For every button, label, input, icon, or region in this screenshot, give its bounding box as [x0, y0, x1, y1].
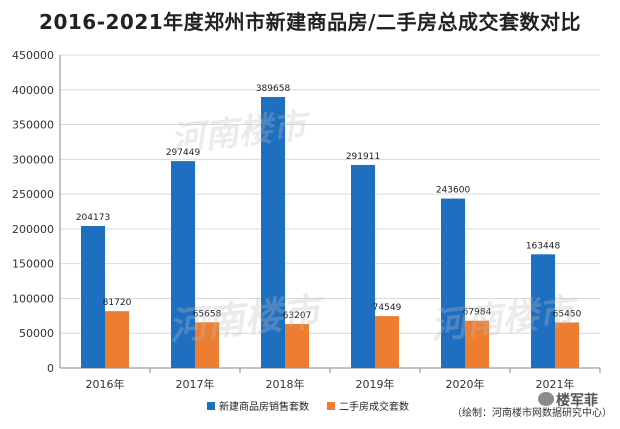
- data-label: 163448: [526, 241, 561, 251]
- x-tick-label: 2016年: [86, 377, 125, 391]
- data-label: 291911: [346, 152, 380, 162]
- data-label: 65450: [553, 309, 582, 319]
- y-tick-label: 250000: [12, 188, 54, 201]
- x-tick-label: 2017年: [176, 377, 215, 391]
- x-tick-label: 2020年: [446, 377, 485, 391]
- legend-label: 新建商品房销售套数: [219, 400, 309, 413]
- y-tick-label: 100000: [12, 292, 54, 305]
- y-tick-label: 450000: [12, 49, 54, 62]
- bar-second-hand: [285, 324, 309, 368]
- y-tick-label: 200000: [12, 223, 54, 236]
- x-tick-label: 2018年: [266, 377, 305, 391]
- bar-new-homes: [351, 164, 375, 368]
- wechat-icon: [538, 392, 554, 406]
- data-label: 297449: [166, 148, 201, 158]
- y-tick-label: 150000: [12, 258, 54, 271]
- y-tick-label: 50000: [19, 327, 54, 340]
- data-label: 204173: [76, 213, 110, 223]
- legend-label: 二手房成交套数: [339, 400, 409, 413]
- y-tick-label: 0: [47, 362, 54, 375]
- bar-new-homes: [81, 225, 105, 368]
- bar-new-homes: [171, 161, 195, 368]
- bar-second-hand: [465, 320, 489, 368]
- bar-second-hand: [195, 322, 219, 368]
- x-tick-label: 2021年: [536, 377, 575, 391]
- bar-new-homes: [261, 96, 285, 368]
- data-label: 81720: [103, 298, 132, 308]
- bar-second-hand: [555, 322, 579, 368]
- bar-new-homes: [441, 198, 465, 368]
- x-tick-label: 2019年: [356, 377, 395, 391]
- bar-second-hand: [105, 311, 129, 368]
- author-label: 楼军菲: [556, 393, 598, 409]
- y-tick-label: 400000: [12, 84, 54, 97]
- source-note: （绘制：河南楼市网数据研究中心）: [452, 408, 612, 419]
- data-label: 67984: [463, 308, 492, 318]
- legend-swatch: [327, 402, 335, 410]
- data-label: 74549: [373, 303, 402, 313]
- data-label: 389658: [256, 84, 291, 94]
- bar-second-hand: [375, 316, 399, 368]
- data-label: 243600: [436, 186, 471, 196]
- y-tick-label: 350000: [12, 119, 54, 132]
- chart-title: 2016-2021年度郑州市新建商品房/二手房总成交套数对比: [39, 10, 581, 34]
- legend-swatch: [207, 402, 215, 410]
- data-label: 65658: [193, 309, 222, 319]
- bar-new-homes: [531, 254, 555, 368]
- y-tick-label: 300000: [12, 153, 54, 166]
- data-label: 63207: [283, 311, 312, 321]
